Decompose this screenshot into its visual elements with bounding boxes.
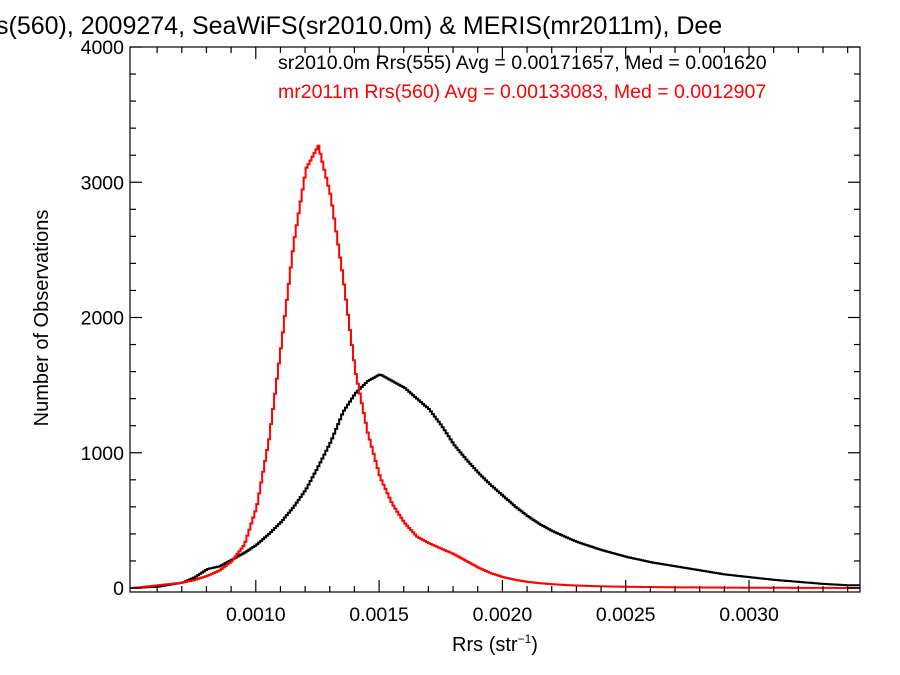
x-axis-label-superscript: −1 <box>518 632 532 646</box>
series-line-sr2010 <box>130 373 860 589</box>
x-axis-label-close: ) <box>531 634 538 656</box>
y-tick-label: 4000 <box>81 37 125 59</box>
plot-frame <box>129 46 861 593</box>
legend-entry-sr2010: sr2010.0m Rrs(555) Avg = 0.00171657, Med… <box>278 52 767 74</box>
y-tick-label: 3000 <box>81 172 125 194</box>
x-axis-label: Rrs (str−1) <box>452 632 538 656</box>
tick-layer: 0.0010 0.0015 0.0020 0.0025 0.0030 0 1000 2000 3… <box>81 37 860 626</box>
chart-title: s(560), 2009274, SeaWiFS(sr2010.0m) & ME… <box>0 12 722 40</box>
y-tick-label: 1000 <box>81 443 125 465</box>
x-tick-label: 0.0020 <box>473 604 533 626</box>
x-tick-label: 0.0025 <box>596 604 656 626</box>
y-tick-label: 0 <box>113 578 124 600</box>
x-tick-label: 0.0015 <box>349 604 409 626</box>
x-tick-label: 0.0010 <box>226 604 286 626</box>
legend-entry-mr2011: mr2011m Rrs(560) Avg = 0.00133083, Med =… <box>278 81 766 103</box>
y-axis-label: Number of Observations <box>31 210 53 427</box>
x-axis-label-main: Rrs (str <box>452 634 518 656</box>
x-tick-label: 0.0030 <box>719 604 779 626</box>
y-tick-label: 2000 <box>81 308 125 330</box>
series-line-mr2011 <box>130 144 860 589</box>
series-layer <box>130 144 860 589</box>
